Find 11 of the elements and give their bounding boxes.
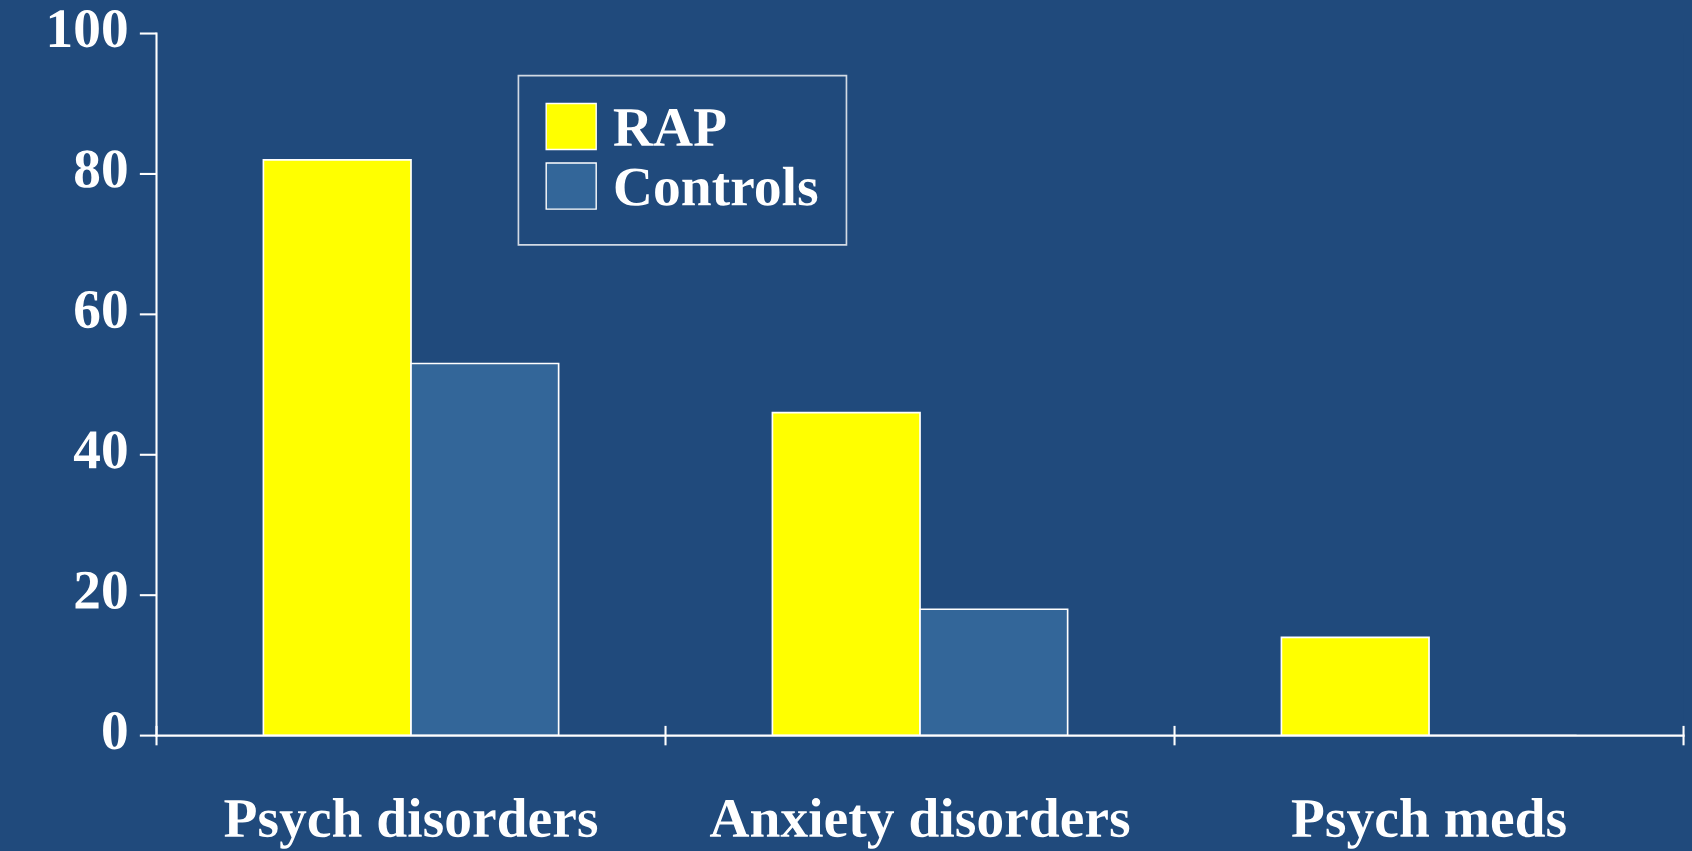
y-tick-label: 80: [75, 150, 127, 188]
legend-label: Controls: [615, 166, 818, 206]
x-tick-label: Psych disorders: [224, 798, 598, 849]
legend-label: RAP: [613, 108, 726, 146]
x-tick-label: Anxiety disorders: [709, 798, 1130, 849]
y-tick-label: 60: [75, 290, 127, 329]
y-tick-label: 20: [75, 571, 127, 610]
y-tick-label: 40: [73, 431, 127, 469]
y-tick-label: 0: [103, 712, 127, 750]
x-tick-label: Psych meds: [1291, 798, 1566, 849]
y-tick-label: 100: [49, 9, 127, 48]
